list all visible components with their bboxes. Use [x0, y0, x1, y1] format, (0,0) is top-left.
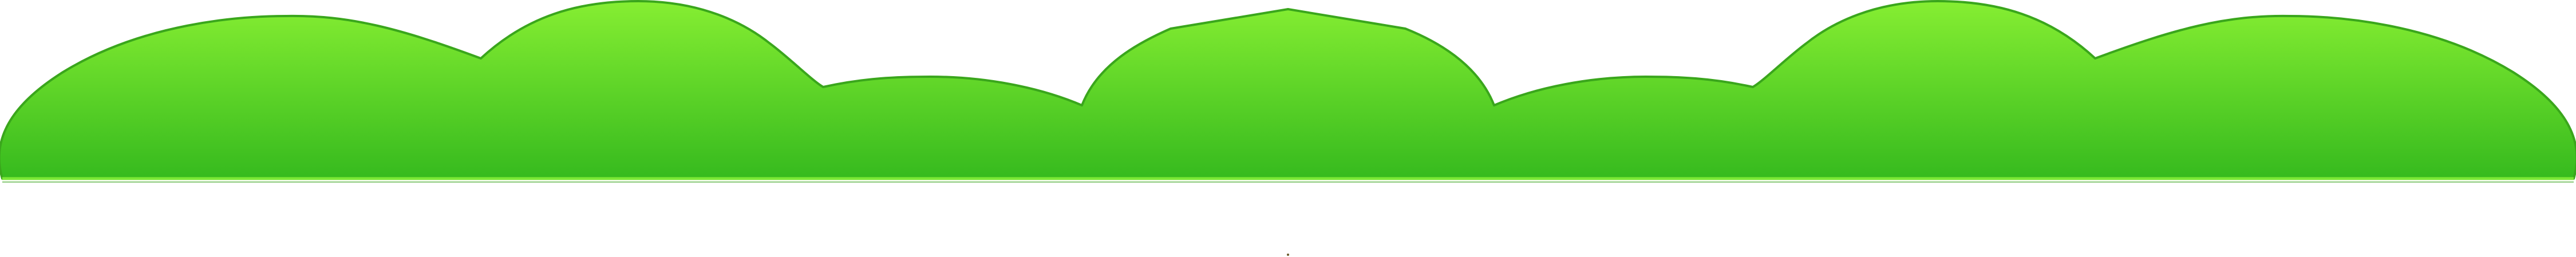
bush-body — [0, 0, 2576, 180]
anchor-marker — [1287, 254, 1289, 256]
